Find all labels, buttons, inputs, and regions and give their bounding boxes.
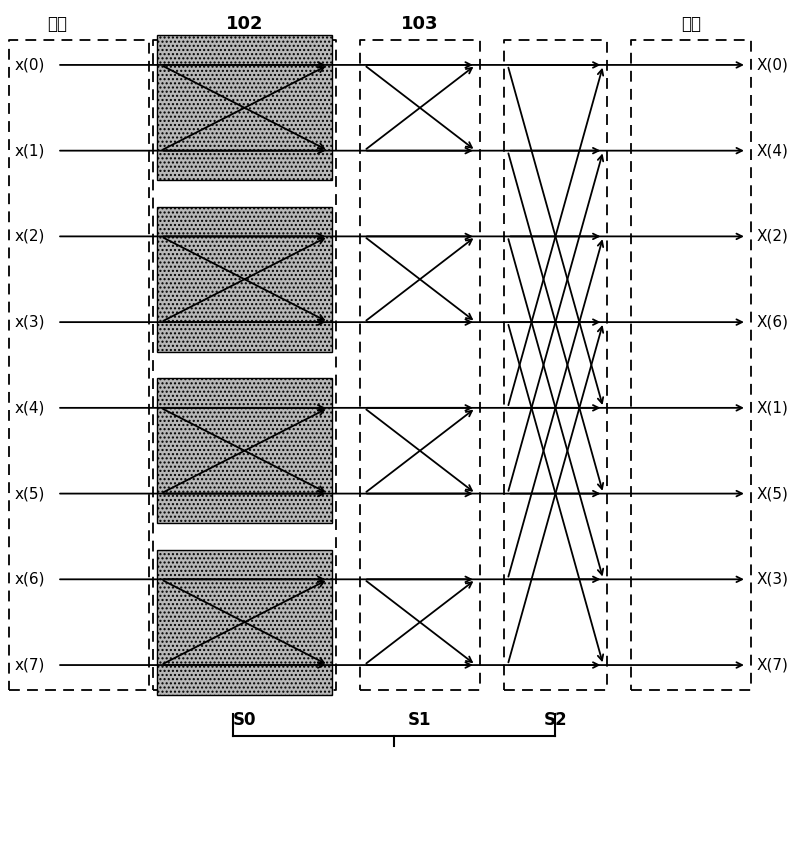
Text: x(1): x(1) [15, 143, 46, 158]
Text: x(6): x(6) [14, 572, 46, 586]
Bar [157, 550, 332, 694]
Text: x(2): x(2) [15, 229, 46, 244]
Text: x(4): x(4) [15, 400, 46, 416]
Text: S2: S2 [544, 711, 567, 729]
Bar [157, 36, 332, 180]
Text: 输出: 输出 [681, 15, 701, 33]
Text: X(3): X(3) [756, 572, 788, 586]
Text: X(4): X(4) [756, 143, 788, 158]
Text: S0: S0 [233, 711, 256, 729]
Text: X(0): X(0) [756, 58, 788, 72]
Text: x(5): x(5) [15, 486, 46, 501]
Text: X(6): X(6) [756, 314, 788, 330]
Text: X(1): X(1) [756, 400, 788, 416]
Text: X(5): X(5) [756, 486, 788, 501]
Text: x(3): x(3) [14, 314, 46, 330]
Text: x(0): x(0) [15, 58, 46, 72]
Bar [157, 207, 332, 352]
Text: X(7): X(7) [756, 658, 788, 672]
Bar [157, 378, 332, 524]
Text: x(7): x(7) [15, 658, 46, 672]
Text: S1: S1 [408, 711, 432, 729]
Text: 103: 103 [401, 15, 438, 33]
Text: X(2): X(2) [756, 229, 788, 244]
Text: 102: 102 [226, 15, 263, 33]
Text: 输入: 输入 [47, 15, 67, 33]
